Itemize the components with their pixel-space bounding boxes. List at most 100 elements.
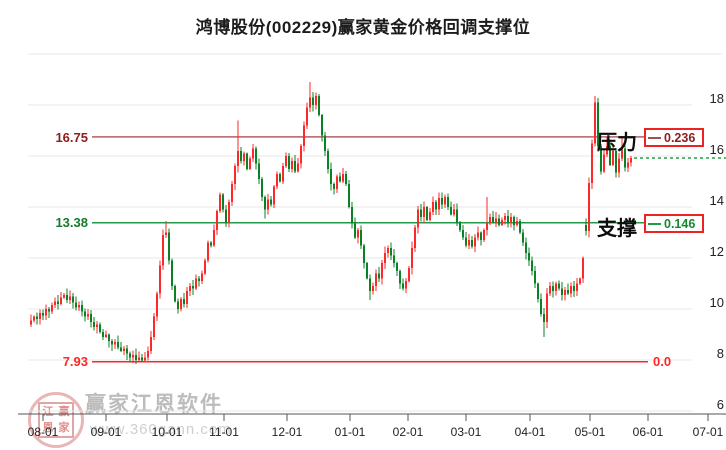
candle-body — [306, 107, 308, 126]
candle-body — [342, 173, 344, 182]
x-axis-label: 12-01 — [272, 425, 303, 439]
y-axis-label: 10 — [710, 295, 724, 310]
candle-body — [339, 176, 341, 182]
candle-body — [291, 161, 293, 169]
candle-body — [228, 201, 230, 223]
candle-body — [96, 324, 98, 327]
candle-body — [546, 293, 548, 322]
candle-body — [378, 273, 380, 279]
candle-body — [411, 247, 413, 269]
candle-body — [180, 298, 182, 309]
candle-body — [540, 298, 542, 315]
candle-body — [108, 334, 110, 341]
candle-body — [195, 278, 197, 289]
candle-body — [315, 96, 317, 105]
candle-body — [165, 232, 167, 236]
candle-body — [402, 283, 404, 289]
candle-body — [252, 148, 254, 159]
candle-body — [588, 182, 590, 232]
candle-body — [69, 296, 71, 301]
x-axis-label: 02-01 — [393, 425, 424, 439]
candle-body — [153, 316, 155, 338]
candle-body — [240, 150, 242, 162]
candle-body — [627, 162, 629, 168]
candle-body — [366, 263, 368, 279]
candle-body — [138, 357, 140, 360]
candle-body — [609, 145, 611, 165]
candle-body — [48, 309, 50, 312]
candle-body — [456, 209, 458, 223]
candle-body — [492, 217, 494, 223]
candle-body — [543, 314, 545, 322]
candle-body — [231, 184, 233, 202]
pressure-level-name: 压力 — [597, 132, 637, 154]
candle-body — [408, 268, 410, 281]
candle-body — [273, 186, 275, 205]
candle-body — [522, 232, 524, 243]
candle-body — [423, 207, 425, 218]
candle-body — [525, 242, 527, 253]
watermark-brand-text: 赢家江恩软件 — [85, 393, 223, 416]
x-axis-label: 09-01 — [91, 425, 122, 439]
candle-body — [363, 245, 365, 264]
y-axis-label: 12 — [710, 244, 724, 259]
candle-body — [177, 301, 179, 309]
y-axis-label: 14 — [710, 193, 724, 208]
candle-body — [51, 305, 53, 312]
candle-body — [150, 337, 152, 352]
candle-body — [243, 153, 245, 162]
candle-body — [447, 196, 449, 207]
candle-body — [285, 156, 287, 167]
candle-body — [66, 294, 68, 301]
candle-body — [159, 265, 161, 294]
candle-body — [81, 305, 83, 312]
candle-body — [225, 209, 227, 223]
candle-body — [528, 252, 530, 261]
candle-body — [471, 240, 473, 247]
candle-body — [558, 283, 560, 289]
candle-body — [324, 135, 326, 151]
candle-body — [132, 354, 134, 358]
candle-body — [84, 311, 86, 317]
candle-body — [573, 286, 575, 292]
candle-body — [42, 312, 44, 316]
candle-body — [417, 209, 419, 228]
candle-body — [93, 321, 95, 327]
candle-body — [45, 309, 47, 316]
candle-body — [282, 166, 284, 182]
candle-body — [495, 218, 497, 223]
candle-body — [60, 297, 62, 304]
x-axis-label: 07-01 — [693, 425, 724, 439]
candle-body — [198, 278, 200, 281]
y-axis-label: 6 — [717, 397, 724, 412]
candle-body — [336, 176, 338, 190]
candle-body — [618, 158, 620, 173]
candle-body — [504, 215, 506, 220]
x-axis-label: 10-01 — [152, 425, 183, 439]
candle-body — [249, 158, 251, 169]
candle-body — [531, 260, 533, 271]
candle-body — [33, 316, 35, 321]
candle-body — [117, 342, 119, 348]
candle-body — [585, 224, 587, 232]
candle-body — [459, 222, 461, 230]
candle-body — [606, 145, 608, 155]
seal-char: 家 — [58, 421, 70, 434]
candle-body — [555, 283, 557, 292]
support-retracement-value: 0.146 — [664, 216, 696, 231]
candle-body — [78, 305, 80, 308]
candle-body — [519, 221, 521, 233]
candle-body — [168, 232, 170, 261]
support-price-label: 13.38 — [55, 215, 88, 230]
watermark-url-text: www.360gann.com — [90, 421, 232, 438]
candle-body — [396, 263, 398, 271]
candle-body — [429, 212, 431, 220]
candle-body — [441, 198, 443, 205]
candle-body — [405, 280, 407, 289]
candle-body — [579, 278, 581, 284]
candle-body — [135, 354, 137, 360]
candle-body — [102, 331, 104, 338]
y-axis-label: 18 — [710, 91, 724, 106]
candle-body — [477, 232, 479, 238]
candle-body — [591, 143, 593, 183]
